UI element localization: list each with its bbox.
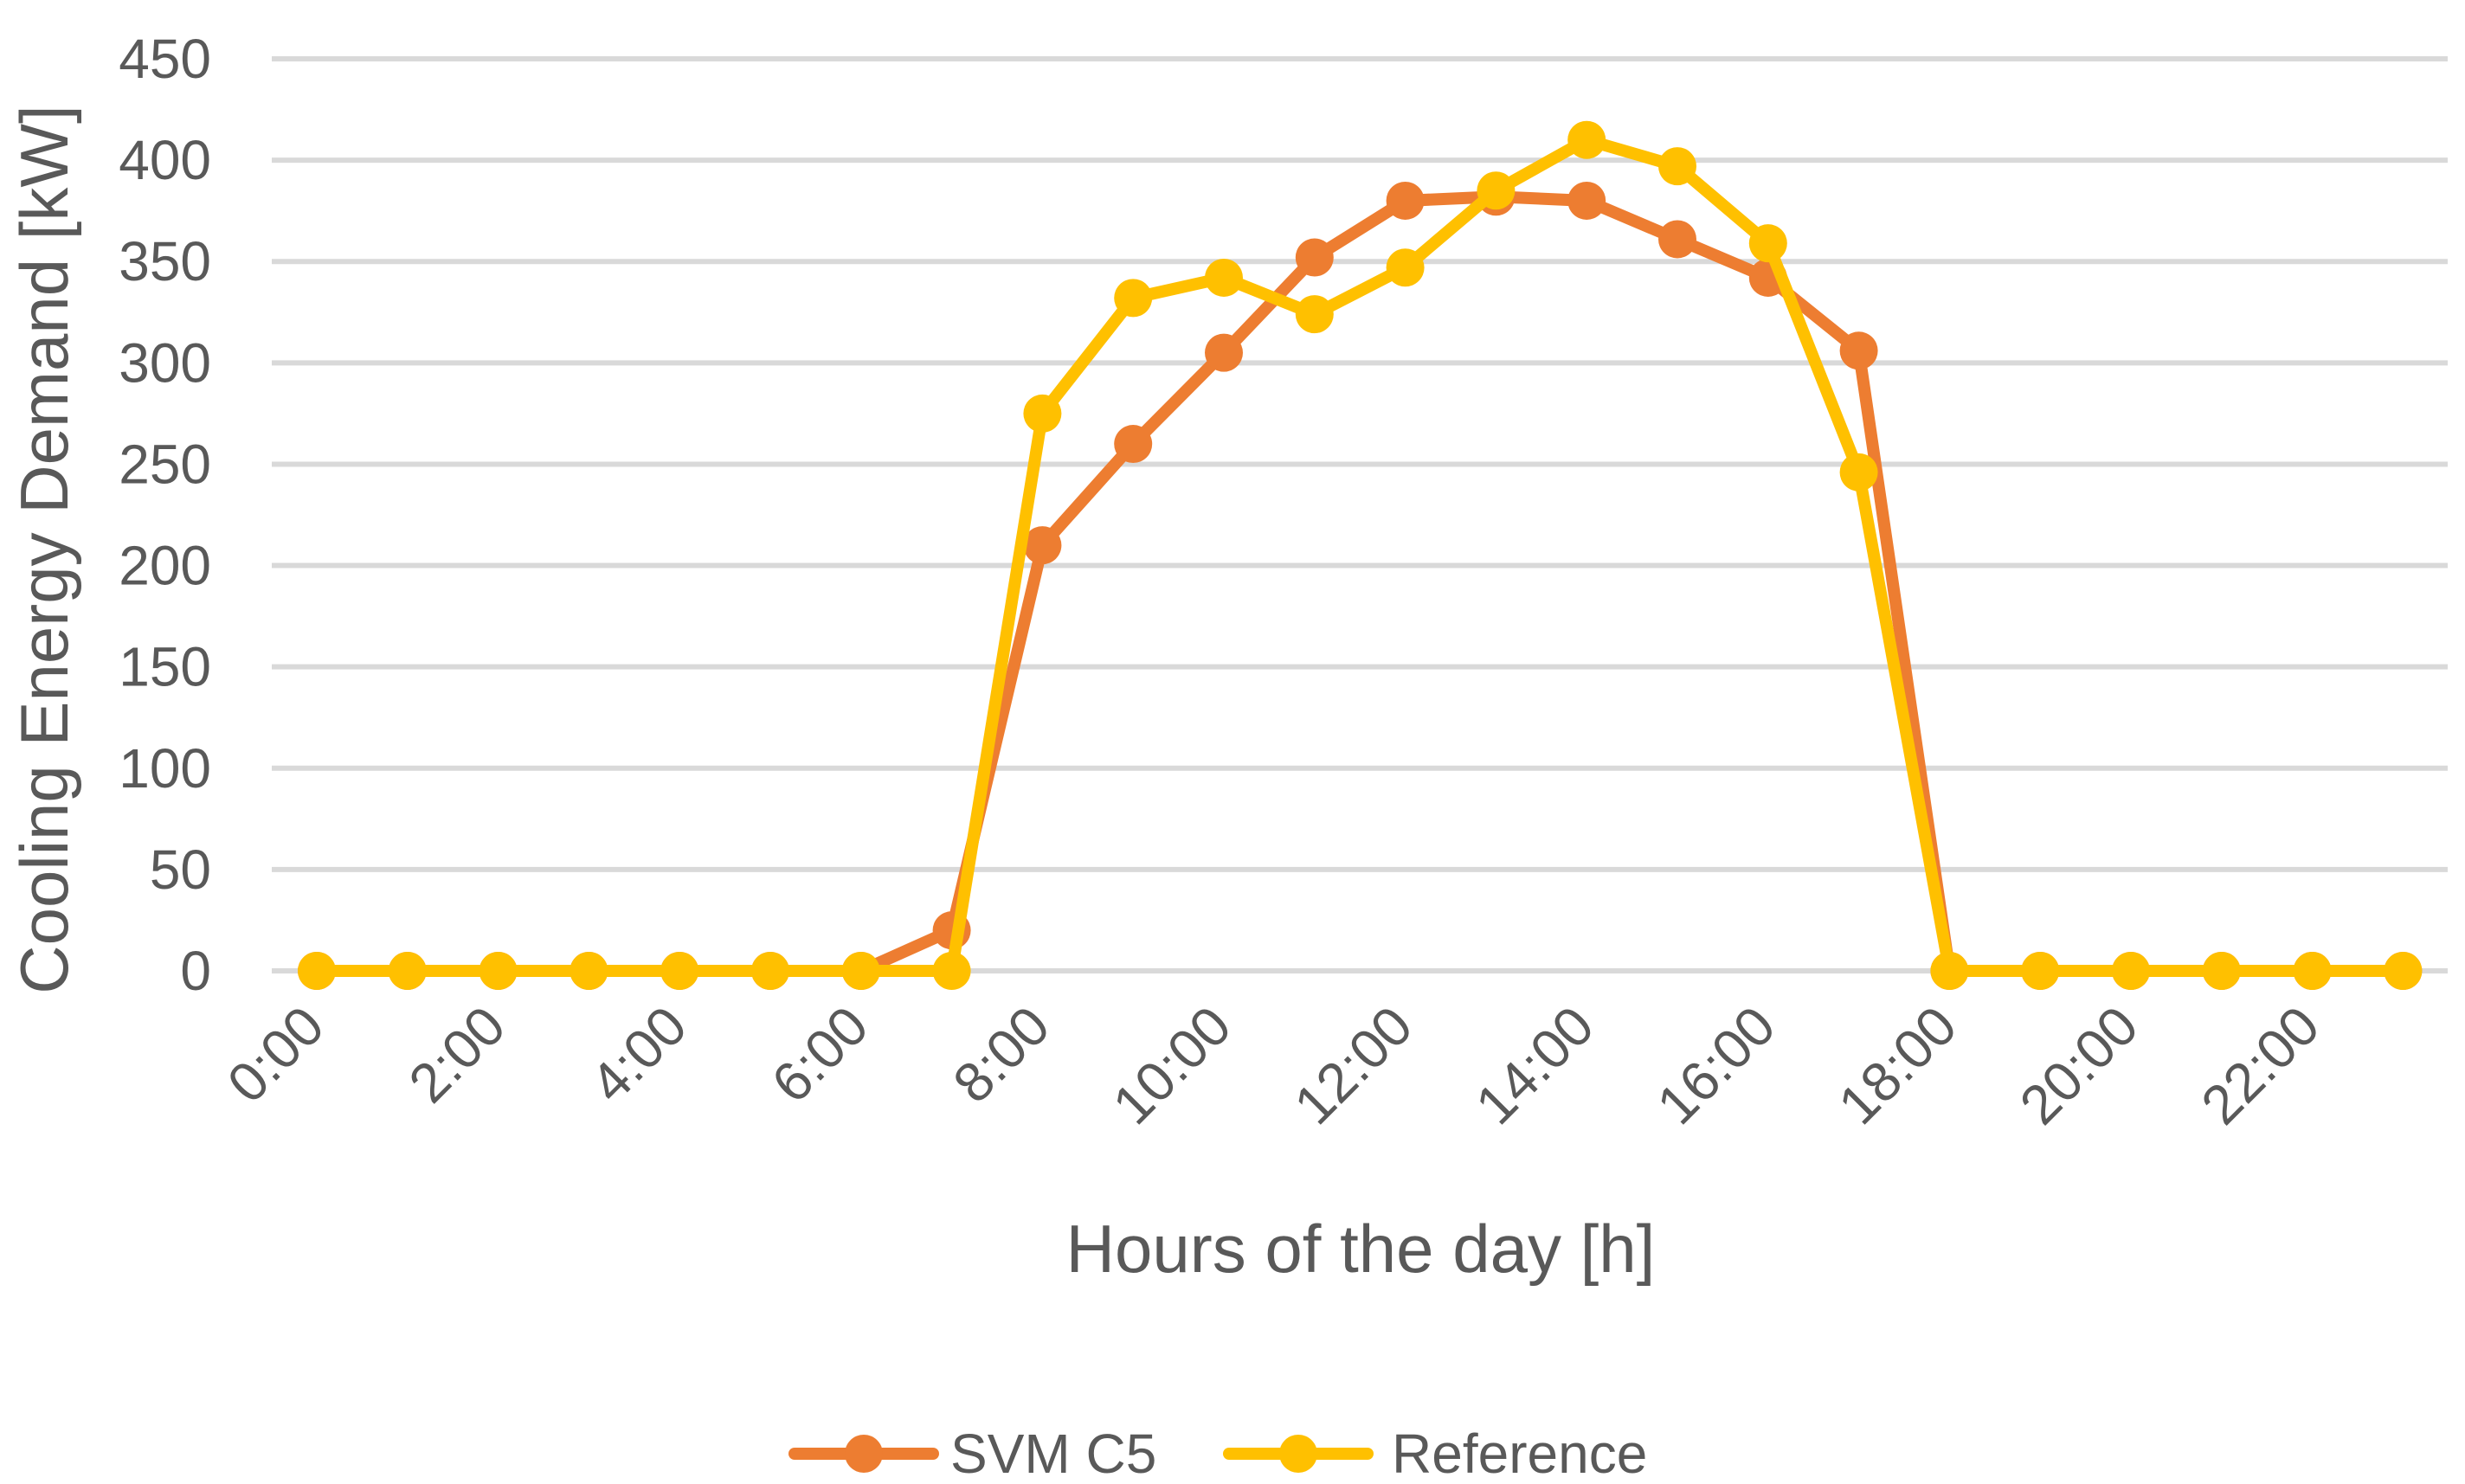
y-tick-label: 450 bbox=[119, 28, 211, 90]
x-tick-label: 6:00 bbox=[760, 994, 880, 1115]
x-tick-label: 2:00 bbox=[397, 994, 518, 1115]
legend-swatch-marker bbox=[1279, 1435, 1317, 1473]
data-point bbox=[1658, 147, 1696, 186]
x-axis-tick-labels: 0:00 2:00 4:00 6:00 8:00 10:00 12:00 14:00 16:00… bbox=[216, 994, 2332, 1136]
y-tick-label: 350 bbox=[119, 230, 211, 292]
x-tick-label: 22:00 bbox=[2189, 994, 2331, 1136]
data-point bbox=[1567, 181, 1606, 220]
data-point bbox=[1114, 279, 1153, 318]
series-line bbox=[311, 190, 2410, 977]
y-tick-label: 250 bbox=[119, 433, 211, 495]
y-tick-label: 100 bbox=[119, 737, 211, 800]
series-line bbox=[311, 133, 2410, 977]
y-tick-label: 0 bbox=[180, 940, 211, 1002]
legend-swatch-marker bbox=[845, 1435, 883, 1473]
data-point bbox=[1386, 248, 1425, 287]
x-tick-label: 8:00 bbox=[941, 994, 1061, 1115]
data-point bbox=[2202, 952, 2241, 990]
data-point bbox=[1023, 526, 1062, 565]
data-point bbox=[1477, 171, 1516, 210]
legend-label: Reference bbox=[1392, 1423, 1647, 1484]
x-tick-label: 10:00 bbox=[1101, 994, 1243, 1136]
y-axis-title: Cooling Energy Demand [kW] bbox=[6, 105, 82, 993]
legend: SVM C5 Reference bbox=[788, 1423, 1647, 1484]
data-point bbox=[1114, 425, 1153, 464]
x-tick-label: 16:00 bbox=[1645, 994, 1787, 1136]
series-layer bbox=[298, 120, 2423, 990]
data-point bbox=[1295, 238, 1334, 277]
data-point bbox=[2293, 952, 2332, 990]
series-reference bbox=[298, 120, 2423, 990]
y-tick-label: 200 bbox=[119, 535, 211, 597]
data-point bbox=[1023, 394, 1062, 433]
data-point bbox=[298, 952, 336, 990]
data-point bbox=[479, 952, 518, 990]
y-axis-tick-labels: 0 50 100 150 200 250 300 350 400 450 bbox=[119, 28, 211, 1002]
data-point bbox=[1295, 295, 1334, 334]
gridlines bbox=[272, 56, 2448, 973]
x-axis-title: Hours of the day [h] bbox=[1066, 1211, 1656, 1287]
data-point bbox=[570, 952, 608, 990]
legend-item: Reference bbox=[1223, 1423, 1647, 1484]
data-point bbox=[660, 952, 699, 990]
data-point bbox=[1567, 120, 1606, 159]
data-point bbox=[932, 952, 971, 990]
data-point bbox=[1205, 333, 1243, 372]
x-tick-label: 18:00 bbox=[1826, 994, 1968, 1136]
data-point bbox=[1839, 331, 1878, 370]
y-tick-label: 50 bbox=[150, 838, 211, 901]
data-point bbox=[1748, 224, 1787, 263]
data-point bbox=[1930, 952, 1969, 990]
data-point bbox=[1386, 181, 1425, 220]
data-point bbox=[1658, 220, 1696, 259]
y-tick-label: 300 bbox=[119, 331, 211, 394]
x-tick-label: 0:00 bbox=[216, 994, 336, 1115]
y-tick-label: 400 bbox=[119, 129, 211, 191]
data-point bbox=[388, 952, 427, 990]
data-point bbox=[2112, 952, 2150, 990]
x-tick-label: 20:00 bbox=[2008, 994, 2150, 1136]
x-tick-label: 12:00 bbox=[1282, 994, 1424, 1136]
data-point bbox=[1205, 258, 1243, 297]
data-point bbox=[2384, 952, 2423, 990]
legend-label: SVM C5 bbox=[950, 1423, 1156, 1484]
data-point bbox=[1839, 453, 1878, 491]
data-point bbox=[2021, 952, 2060, 990]
x-tick-label: 14:00 bbox=[1464, 994, 1606, 1136]
x-tick-label: 4:00 bbox=[578, 994, 698, 1115]
data-point bbox=[751, 952, 789, 990]
data-point bbox=[841, 952, 880, 990]
legend-item: SVM C5 bbox=[788, 1423, 1156, 1484]
y-tick-label: 150 bbox=[119, 636, 211, 698]
